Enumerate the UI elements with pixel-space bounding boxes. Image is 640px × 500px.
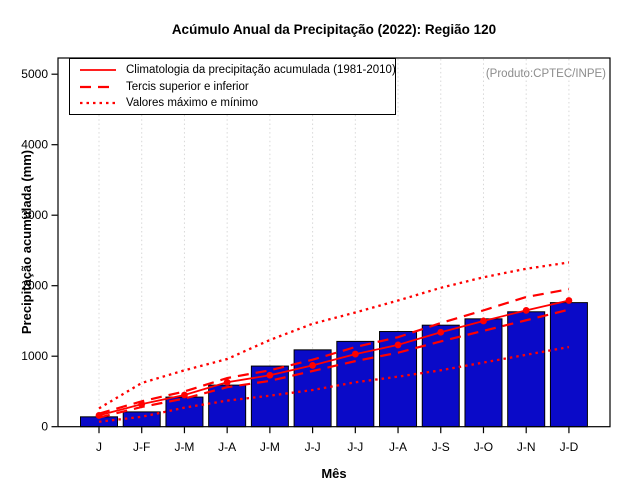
x-tick-label: J-M	[174, 440, 194, 454]
series-marker	[309, 361, 316, 369]
series-line-dashed	[98, 288, 570, 415]
chart-title: Acúmulo Anual da Precipitação (2022): Re…	[171, 22, 497, 37]
legend-item-label: Valores máximo e mínimo	[126, 97, 259, 109]
x-tick-label: J-J	[347, 440, 363, 454]
x-tick-label: J-J	[305, 440, 321, 454]
x-tick-label: J-S	[432, 440, 450, 454]
legend-item-terciles: Tercis superior e inferior	[70, 79, 395, 94]
series-marker	[565, 297, 573, 304]
y-tick-label: 1000	[21, 349, 48, 363]
solid-red-line-icon	[70, 67, 126, 73]
bar	[549, 302, 588, 428]
x-tick-label: J-D	[560, 440, 579, 454]
legend-item-label: Tercis superior e inferior	[126, 80, 249, 93]
x-tick-label: J-M	[260, 440, 280, 454]
series-line-solid	[98, 299, 570, 417]
legend-item-climatology: Climatologia da precipitação acumulada (…	[70, 63, 396, 78]
y-tick-label: 4000	[21, 138, 48, 152]
series-line-dashed	[98, 308, 570, 419]
legend-item-label: Climatologia da precipitação acumulada (…	[126, 64, 396, 76]
series-marker	[480, 317, 487, 325]
product-annotation: (Produto:CPTEC/INPE)	[485, 68, 606, 80]
series-marker	[223, 378, 231, 386]
legend-item-max-min: Valores máximo e mínimo	[70, 96, 395, 111]
x-tick-label: J-A	[389, 440, 407, 454]
legend: Climatologia da precipitação acumulada (…	[69, 58, 396, 115]
y-tick-label: 3000	[21, 208, 48, 222]
series-marker	[95, 412, 103, 419]
y-tick-label: 2000	[21, 279, 48, 293]
x-axis-label: Mês	[321, 466, 347, 481]
series-marker	[394, 341, 402, 349]
y-tick-label: 5000	[21, 67, 48, 81]
x-tick-label: J-F	[133, 440, 150, 454]
series-marker	[138, 400, 146, 408]
bar	[507, 311, 546, 428]
bar	[208, 384, 247, 428]
series-marker	[522, 306, 530, 314]
series-line-dotted	[98, 345, 570, 423]
series-marker	[351, 350, 359, 358]
series-line-dotted	[98, 261, 570, 410]
x-tick-label: J-A	[218, 440, 236, 454]
y-axis-label: Precipitação acumulada (mm)	[19, 149, 34, 335]
dotted-red-line-icon	[70, 100, 126, 106]
series-marker	[437, 328, 445, 336]
series-marker	[266, 371, 274, 379]
x-tick-label: J	[96, 440, 102, 454]
bar	[122, 411, 161, 428]
y-tick-label: 0	[41, 420, 48, 434]
x-tick-label: J-N	[517, 440, 536, 454]
bar	[250, 365, 289, 428]
dashed-red-line-icon	[70, 84, 126, 90]
x-tick-label: J-O	[474, 440, 493, 454]
series-marker	[181, 391, 188, 399]
